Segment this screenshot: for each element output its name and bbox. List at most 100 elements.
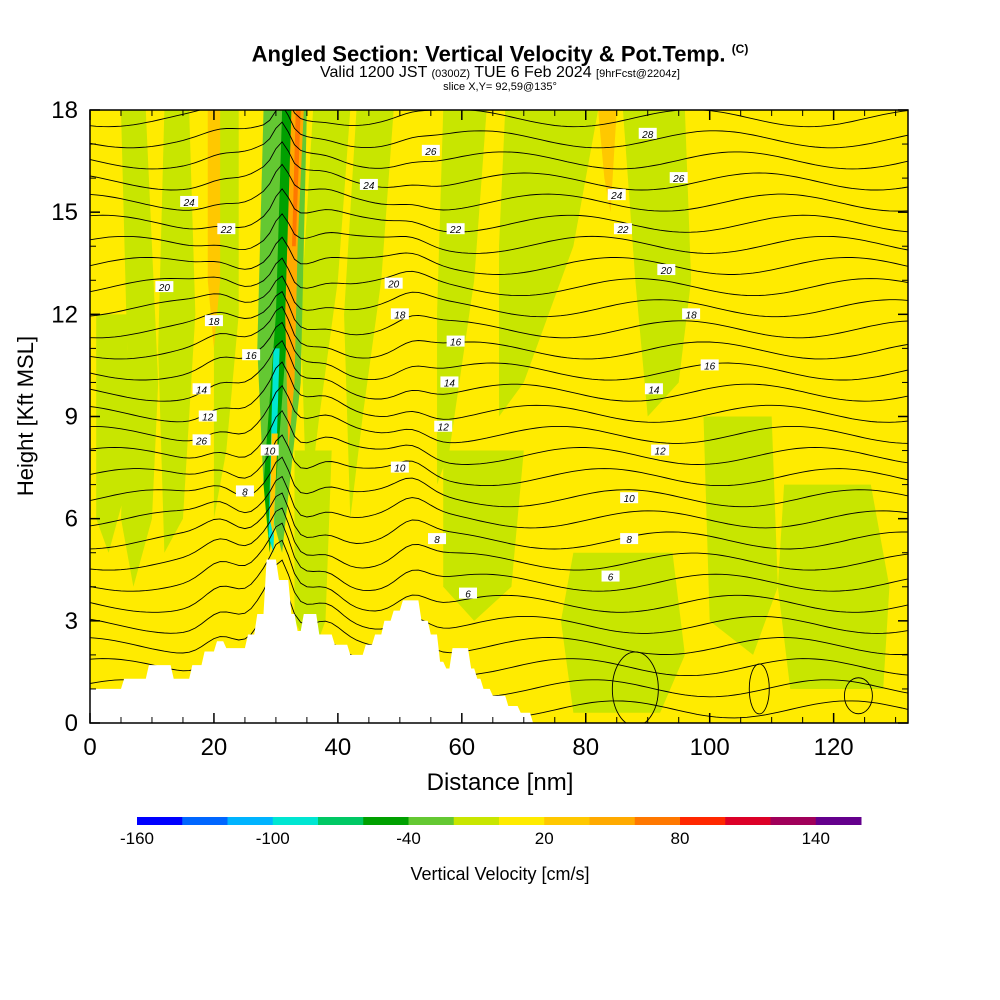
x-axis-label: Distance [nm] bbox=[427, 769, 574, 796]
theta-label-bg bbox=[428, 533, 447, 545]
colorbar-swatch bbox=[544, 817, 590, 825]
theta-label: 20 bbox=[657, 264, 676, 277]
theta-label-bg bbox=[242, 349, 261, 361]
theta-label-text: 20 bbox=[387, 280, 400, 291]
theta-label: 12 bbox=[434, 420, 453, 434]
theta-label: 18 bbox=[204, 315, 223, 328]
y-tick-label: 12 bbox=[51, 301, 78, 328]
theta-contour-loop bbox=[843, 677, 873, 715]
theta-label-text: 18 bbox=[394, 310, 406, 321]
updraft-band bbox=[598, 110, 617, 213]
theta-label: 26 bbox=[192, 434, 211, 447]
forecast-info: [9hrFcst@2204z] bbox=[596, 68, 680, 81]
theta-label-text: 12 bbox=[655, 447, 667, 458]
theta-contour-line bbox=[90, 257, 908, 297]
theta-label-text: 26 bbox=[195, 436, 208, 447]
theta-label-text: 12 bbox=[202, 413, 214, 424]
theta-contour-line bbox=[90, 522, 908, 592]
valid-prefix: Valid 1200 JST bbox=[320, 64, 428, 82]
terrain-shape bbox=[90, 559, 908, 723]
theta-contour-line bbox=[90, 121, 908, 170]
chart-title-block: Angled Section: Vertical Velocity & Pot.… bbox=[0, 38, 1000, 93]
theta-contour-line bbox=[90, 141, 908, 191]
x-tick-label: 60 bbox=[448, 734, 475, 761]
theta-label-bg bbox=[359, 178, 378, 190]
colorbar-swatch bbox=[363, 817, 409, 825]
theta-contour-line bbox=[90, 475, 908, 529]
y-tick-label: 3 bbox=[65, 608, 78, 635]
downdraft-band bbox=[158, 110, 196, 553]
theta-label-bg bbox=[651, 444, 670, 456]
theta-label-bg bbox=[669, 172, 688, 184]
theta-contour-line bbox=[90, 213, 908, 254]
theta-label-text: 24 bbox=[610, 191, 623, 202]
theta-label-bg bbox=[235, 485, 254, 497]
theta-label: 10 bbox=[390, 461, 409, 475]
colorbar-swatch bbox=[137, 817, 183, 825]
theta-contour-line bbox=[90, 110, 908, 128]
theta-label: 14 bbox=[440, 376, 459, 389]
theta-label-bg bbox=[390, 308, 409, 320]
theta-label-text: 14 bbox=[196, 385, 208, 396]
theta-label-text: 24 bbox=[362, 181, 375, 192]
theta-label-bg bbox=[440, 376, 459, 388]
colorbar-swatch bbox=[408, 817, 455, 825]
axes: 0 20 40 60 80 100 120 0 3 6 9 12 15 18 bbox=[51, 97, 908, 761]
colorbar-tick-label: 20 bbox=[535, 829, 554, 848]
y-tick-label: 0 bbox=[65, 710, 78, 737]
theta-label-text: 28 bbox=[641, 130, 654, 141]
colorbar-swatch bbox=[318, 817, 364, 825]
theta-label-bg bbox=[620, 533, 639, 545]
x-tick-label: 100 bbox=[690, 734, 730, 761]
theta-label-text: 20 bbox=[158, 283, 171, 294]
theta-contour-line bbox=[90, 492, 908, 550]
theta-label-bg bbox=[384, 277, 403, 289]
theta-label: 22 bbox=[446, 223, 465, 236]
theta-contour-labels: 26 26 28 26 24 24 24 22 22 22 20 20 20 18 18 18 16 16 16 14… bbox=[155, 127, 719, 601]
theta-contour-loop bbox=[611, 651, 659, 723]
theta-label: 20 bbox=[155, 281, 174, 294]
valid-utc: (0300Z) bbox=[431, 68, 471, 81]
downdraft-band bbox=[96, 314, 128, 553]
colorbar: -160 -100 -40 20 80 140 bbox=[120, 817, 862, 848]
theta-label: 14 bbox=[192, 383, 211, 396]
theta-label-bg bbox=[204, 315, 223, 327]
theta-label: 16 bbox=[700, 359, 719, 372]
theta-label: 10 bbox=[260, 444, 279, 458]
theta-contour-line bbox=[90, 339, 908, 402]
colorbar-swatch bbox=[589, 817, 636, 825]
theta-label-bg bbox=[260, 444, 279, 456]
theta-label-text: 18 bbox=[686, 310, 698, 321]
theta-contour-line bbox=[90, 75, 908, 106]
theta-label-text: 8 bbox=[626, 535, 632, 546]
theta-label-text: 26 bbox=[424, 147, 437, 158]
theta-label-bg bbox=[446, 335, 465, 347]
y-axis-label: Height [Kft MSL] bbox=[13, 336, 38, 496]
colorbar-swatch bbox=[227, 817, 274, 825]
theta-contour-line bbox=[90, 582, 908, 655]
theta-label-bg bbox=[613, 223, 632, 235]
theta-label-text: 8 bbox=[434, 535, 440, 546]
theta-label: 24 bbox=[180, 195, 199, 209]
chart-title: Angled Section: Vertical Velocity & Pot.… bbox=[0, 38, 1000, 65]
y-tick-label: 6 bbox=[65, 506, 78, 533]
y-tick-label: 15 bbox=[51, 199, 78, 226]
theta-label-text: 22 bbox=[220, 225, 233, 236]
theta-label: 12 bbox=[198, 410, 217, 424]
downdraft-band bbox=[437, 110, 487, 485]
colorbar-swatch bbox=[453, 817, 500, 825]
downdraft-band bbox=[703, 416, 778, 655]
theta-contour-line bbox=[90, 110, 908, 149]
theta-label: 28 bbox=[638, 127, 657, 141]
title-main: Angled Section: Vertical Velocity & Pot.… bbox=[251, 41, 726, 67]
theta-label-bg bbox=[217, 223, 236, 235]
theta-label-bg bbox=[657, 264, 676, 276]
theta-label-bg bbox=[638, 127, 657, 139]
theta-contour-line bbox=[90, 361, 908, 423]
theta-label-text: 22 bbox=[616, 225, 629, 236]
theta-label-text: 12 bbox=[438, 423, 450, 434]
theta-contour-line bbox=[90, 163, 908, 212]
theta-label: 8 bbox=[235, 485, 254, 498]
theta-label: 18 bbox=[390, 308, 409, 321]
theta-label-text: 14 bbox=[444, 378, 456, 389]
